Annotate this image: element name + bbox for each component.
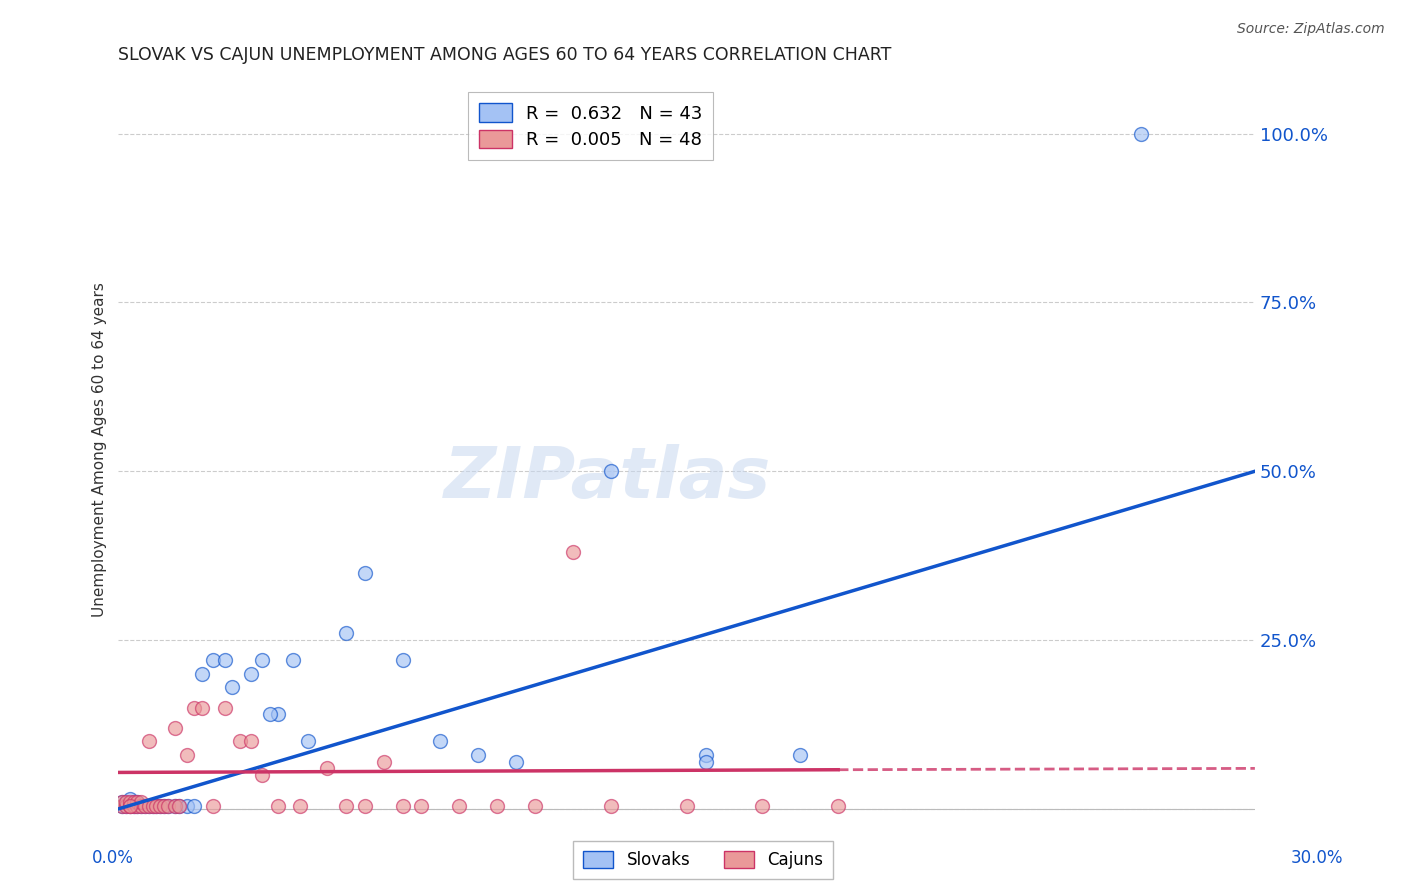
Point (524, 798, 547, 813)
Point (127, 798, 149, 813)
Point (149, 798, 172, 813)
Y-axis label: Unemployment Among Ages 60 to 64 years: Unemployment Among Ages 60 to 64 years (93, 282, 107, 616)
Point (266, 707, 288, 722)
Text: 0.0%: 0.0% (91, 849, 134, 867)
Point (695, 755, 717, 769)
Point (153, 798, 176, 813)
Point (266, 798, 288, 813)
Point (115, 795, 138, 809)
Point (562, 545, 585, 559)
Point (599, 464, 621, 478)
Point (145, 798, 167, 813)
Point (115, 795, 138, 809)
Point (221, 681, 243, 695)
Point (281, 653, 304, 667)
Text: Source: ZipAtlas.com: Source: ZipAtlas.com (1237, 22, 1385, 37)
Point (118, 798, 141, 813)
Point (149, 798, 172, 813)
Point (191, 666, 214, 681)
Point (111, 795, 134, 809)
Point (165, 721, 187, 735)
Point (134, 798, 156, 813)
Point (228, 734, 250, 748)
Point (115, 798, 138, 813)
Point (252, 768, 274, 782)
Text: ZIPatlas: ZIPatlas (443, 444, 770, 514)
Point (156, 798, 179, 813)
Point (118, 791, 141, 805)
Point (297, 734, 319, 748)
Legend: Slovaks, Cajuns: Slovaks, Cajuns (574, 841, 832, 880)
Point (353, 566, 375, 580)
Point (127, 798, 149, 813)
Point (141, 798, 163, 813)
Point (391, 798, 413, 813)
Point (505, 755, 527, 769)
Point (202, 653, 225, 667)
Point (252, 653, 274, 667)
Point (165, 798, 187, 813)
Point (118, 795, 141, 809)
Point (127, 795, 149, 809)
Point (214, 653, 236, 667)
Point (353, 798, 375, 813)
Point (111, 798, 134, 813)
Point (156, 798, 179, 813)
Point (153, 798, 176, 813)
Point (176, 747, 198, 762)
Point (122, 798, 145, 813)
Point (138, 798, 160, 813)
Point (429, 734, 451, 748)
Point (449, 798, 471, 813)
Point (467, 747, 489, 762)
Point (127, 795, 149, 809)
Point (134, 798, 156, 813)
Point (290, 798, 312, 813)
Point (599, 798, 621, 813)
Point (335, 626, 357, 640)
Point (391, 653, 413, 667)
Point (118, 798, 141, 813)
Point (115, 798, 138, 813)
Point (1130, 127, 1153, 141)
Point (111, 798, 134, 813)
Point (486, 798, 509, 813)
Point (214, 700, 236, 714)
Point (335, 798, 357, 813)
Point (183, 798, 205, 813)
Point (751, 798, 773, 813)
Text: 30.0%: 30.0% (1291, 849, 1343, 867)
Point (167, 798, 190, 813)
Point (122, 795, 145, 809)
Point (789, 747, 811, 762)
Text: SLOVAK VS CAJUN UNEMPLOYMENT AMONG AGES 60 TO 64 YEARS CORRELATION CHART: SLOVAK VS CAJUN UNEMPLOYMENT AMONG AGES … (118, 46, 891, 64)
Point (315, 761, 337, 775)
Point (411, 798, 433, 813)
Point (373, 755, 395, 769)
Point (138, 734, 160, 748)
Point (165, 798, 187, 813)
Legend: R =  0.632   N = 43, R =  0.005   N = 48: R = 0.632 N = 43, R = 0.005 N = 48 (468, 93, 713, 160)
Point (167, 798, 190, 813)
Point (202, 798, 225, 813)
Point (145, 798, 167, 813)
Point (827, 798, 849, 813)
Point (141, 798, 163, 813)
Point (240, 734, 263, 748)
Point (129, 795, 152, 809)
Point (183, 700, 205, 714)
Point (129, 798, 152, 813)
Point (191, 700, 214, 714)
Point (695, 747, 717, 762)
Point (176, 798, 198, 813)
Point (129, 798, 152, 813)
Point (240, 666, 263, 681)
Point (122, 795, 145, 809)
Point (118, 798, 141, 813)
Point (138, 798, 160, 813)
Point (122, 798, 145, 813)
Point (259, 707, 281, 722)
Point (111, 795, 134, 809)
Point (675, 798, 697, 813)
